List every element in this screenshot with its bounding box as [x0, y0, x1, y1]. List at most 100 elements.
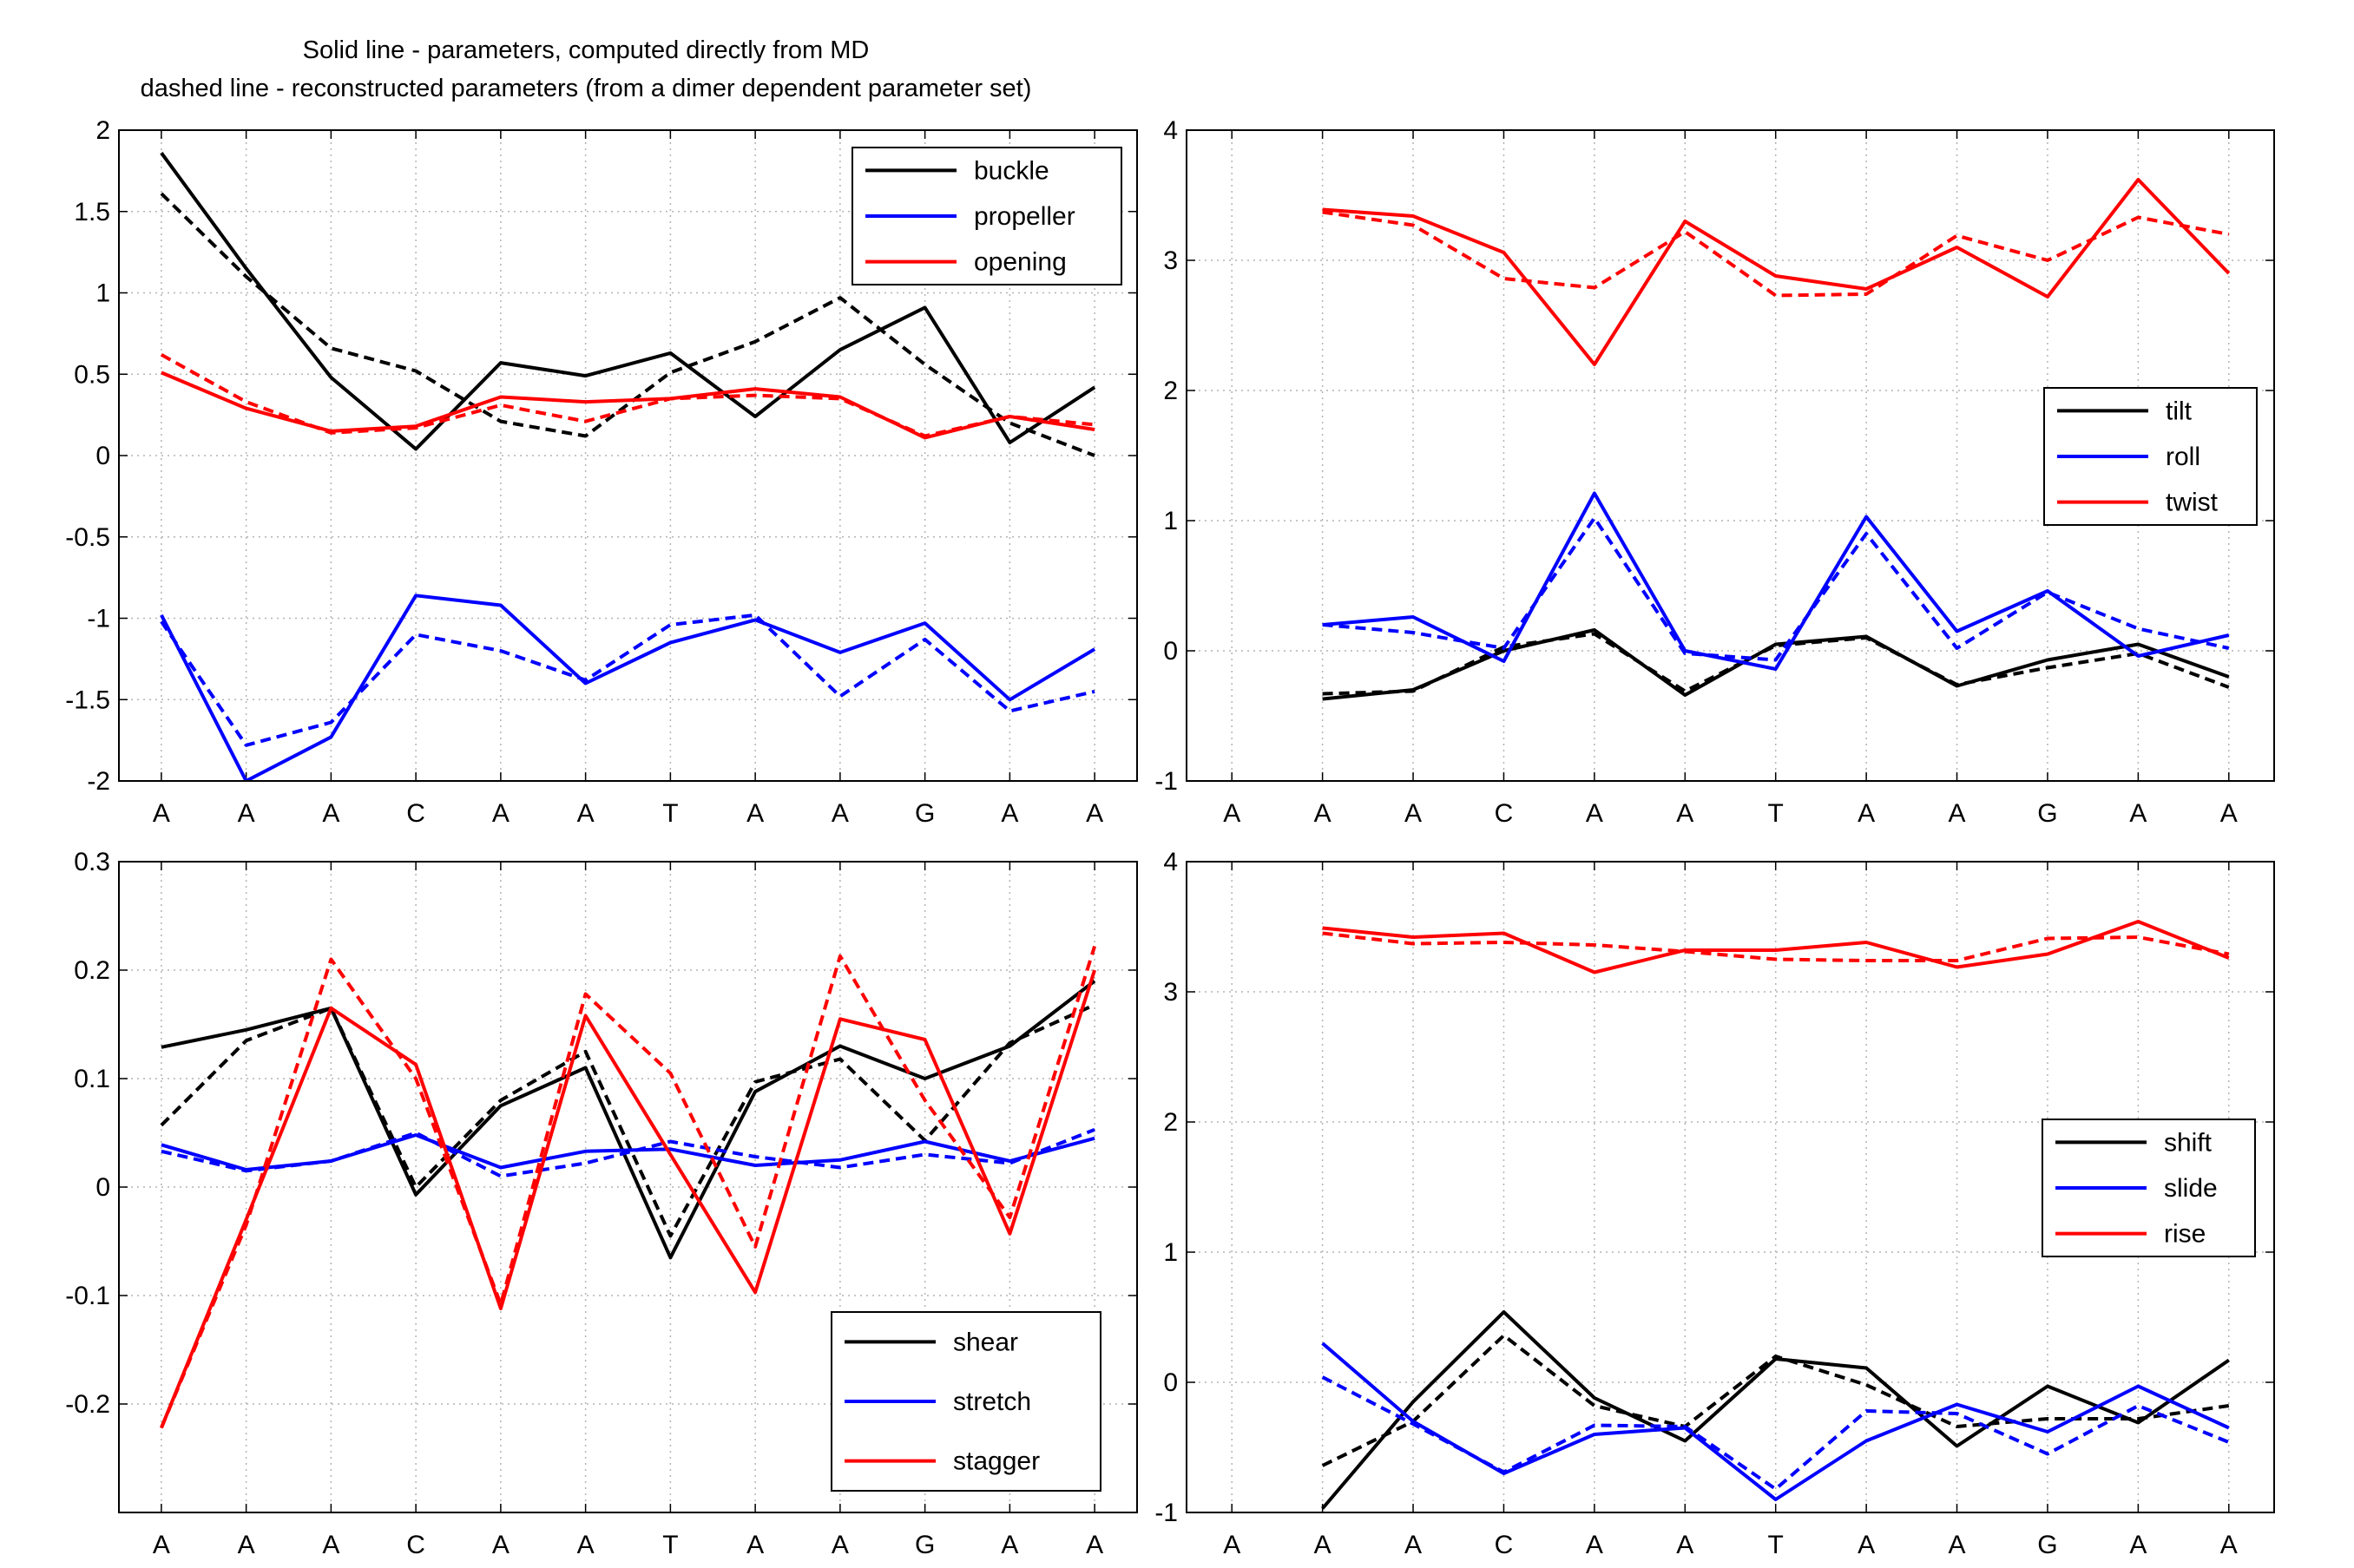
axes-frame — [118, 861, 1138, 1513]
x-tick-label: A — [1586, 799, 1603, 828]
slide-solid-line — [1321, 1342, 2230, 1501]
x-tick-label: T — [1768, 1531, 1784, 1559]
x-tick-label: G — [2037, 799, 2057, 828]
stretch-dashed-line — [161, 1127, 1095, 1178]
legend-label-tilt: tilt — [2166, 397, 2193, 425]
x-tick-label: A — [1314, 1531, 1332, 1559]
y-tick-label: -1 — [87, 605, 110, 633]
y-tick-label: 1 — [1163, 1238, 1178, 1267]
x-tick-label: A — [1001, 799, 1018, 828]
y-tick-label: 0.2 — [74, 956, 110, 985]
x-tick-label: A — [2129, 1531, 2147, 1559]
y-tick-label: 3 — [1163, 978, 1178, 1007]
y-tick-label: 0 — [95, 442, 110, 470]
x-tick-label: A — [577, 799, 595, 828]
legend-label-shear: shear — [953, 1328, 1018, 1356]
legend-label-stagger: stagger — [953, 1447, 1040, 1476]
y-tick-label: -0.5 — [65, 523, 110, 552]
x-tick-label: A — [153, 799, 170, 828]
x-tick-label: A — [1404, 799, 1422, 828]
y-tick-label: 2 — [1163, 377, 1178, 405]
y-tick-label: 0 — [95, 1173, 110, 1202]
x-tick-label: T — [662, 799, 678, 828]
x-tick-label: A — [238, 1531, 255, 1559]
y-tick-label: -1 — [1154, 767, 1178, 796]
legend-label-rise: rise — [2164, 1220, 2206, 1249]
buckle-solid-line — [160, 152, 1096, 451]
x-tick-label: A — [1223, 799, 1240, 828]
legend: tilt roll twist — [2043, 387, 2258, 526]
shear-dashed-line — [160, 1003, 1095, 1238]
x-tick-label: A — [1404, 1531, 1422, 1559]
x-tick-label: A — [1223, 1531, 1240, 1559]
shift-dashed-line — [1321, 1334, 2230, 1467]
x-tick-label: T — [662, 1531, 678, 1559]
x-tick-label: A — [2129, 799, 2147, 828]
stretch-solid-line — [161, 1133, 1095, 1171]
x-tick-label: C — [406, 1531, 425, 1559]
axes-frame — [118, 129, 1138, 782]
rise-dashed-line — [1322, 931, 2230, 962]
x-tick-label: C — [406, 799, 425, 828]
x-tick-label: A — [1676, 799, 1693, 828]
legend-label-slide: slide — [2164, 1174, 2218, 1203]
opening-solid-line — [161, 371, 1095, 440]
y-tick-label: 0 — [1163, 1368, 1178, 1397]
x-tick-label: G — [915, 799, 935, 828]
rise-solid-line — [1322, 920, 2230, 974]
stagger-dashed-line — [160, 945, 1097, 1429]
x-tick-label: A — [1001, 1531, 1018, 1559]
series-lines — [160, 152, 1096, 781]
x-tick-label: A — [1086, 799, 1103, 828]
propeller-solid-line — [160, 594, 1096, 781]
legend-label-shift: shift — [2164, 1128, 2213, 1157]
y-tick-label: 2 — [95, 116, 110, 145]
figure-title-line-1: Solid line - parameters, computed direct… — [302, 36, 870, 64]
y-tick-label: 0.1 — [74, 1065, 110, 1093]
x-tick-label: A — [322, 1531, 339, 1559]
y-tick-label: 2 — [1163, 1108, 1178, 1137]
y-tick-label: -0.2 — [65, 1390, 110, 1419]
x-tick-label: A — [1676, 1531, 1693, 1559]
x-tick-label: A — [1949, 799, 1966, 828]
y-tick-label: 4 — [1163, 116, 1178, 145]
legend-label-propeller: propeller — [974, 202, 1075, 231]
y-tick-label: 1.5 — [74, 198, 110, 226]
x-tick-label: T — [1768, 799, 1784, 828]
shift-solid-line — [1321, 1310, 2230, 1510]
propeller-dashed-line — [160, 613, 1095, 747]
y-tick-label: 1 — [1163, 507, 1178, 535]
x-tick-label: C — [1495, 1531, 1514, 1559]
x-tick-label: A — [1314, 799, 1332, 828]
x-tick-label: A — [492, 799, 510, 828]
legend: buckle propeller opening — [852, 147, 1122, 285]
y-tick-label: 4 — [1163, 848, 1178, 876]
y-tick-label: -1 — [1154, 1499, 1178, 1527]
y-tick-label: 0.3 — [74, 848, 110, 876]
legend-label-buckle: buckle — [974, 156, 1049, 185]
y-tick-label: -2 — [87, 767, 110, 796]
x-tick-label: A — [746, 1531, 764, 1559]
twist-solid-line — [1322, 178, 2231, 366]
y-tick-label: 0 — [1163, 637, 1178, 666]
x-tick-label: A — [1858, 799, 1875, 828]
x-tick-label: A — [832, 799, 849, 828]
axes-frame — [1186, 861, 2275, 1513]
x-tick-label: A — [1586, 1531, 1603, 1559]
x-tick-label: G — [915, 1531, 935, 1559]
y-tick-label: 3 — [1163, 246, 1178, 275]
roll-dashed-line — [1322, 516, 2230, 662]
x-tick-label: A — [238, 799, 255, 828]
x-tick-label: A — [577, 1531, 595, 1559]
legend-label-opening: opening — [974, 248, 1067, 277]
legend-label-stretch: stretch — [953, 1388, 1031, 1416]
x-tick-label: A — [1949, 1531, 1966, 1559]
x-tick-label: A — [153, 1531, 170, 1559]
y-tick-label: 0.5 — [74, 360, 110, 389]
legend: shear stretch stagger — [831, 1311, 1101, 1492]
